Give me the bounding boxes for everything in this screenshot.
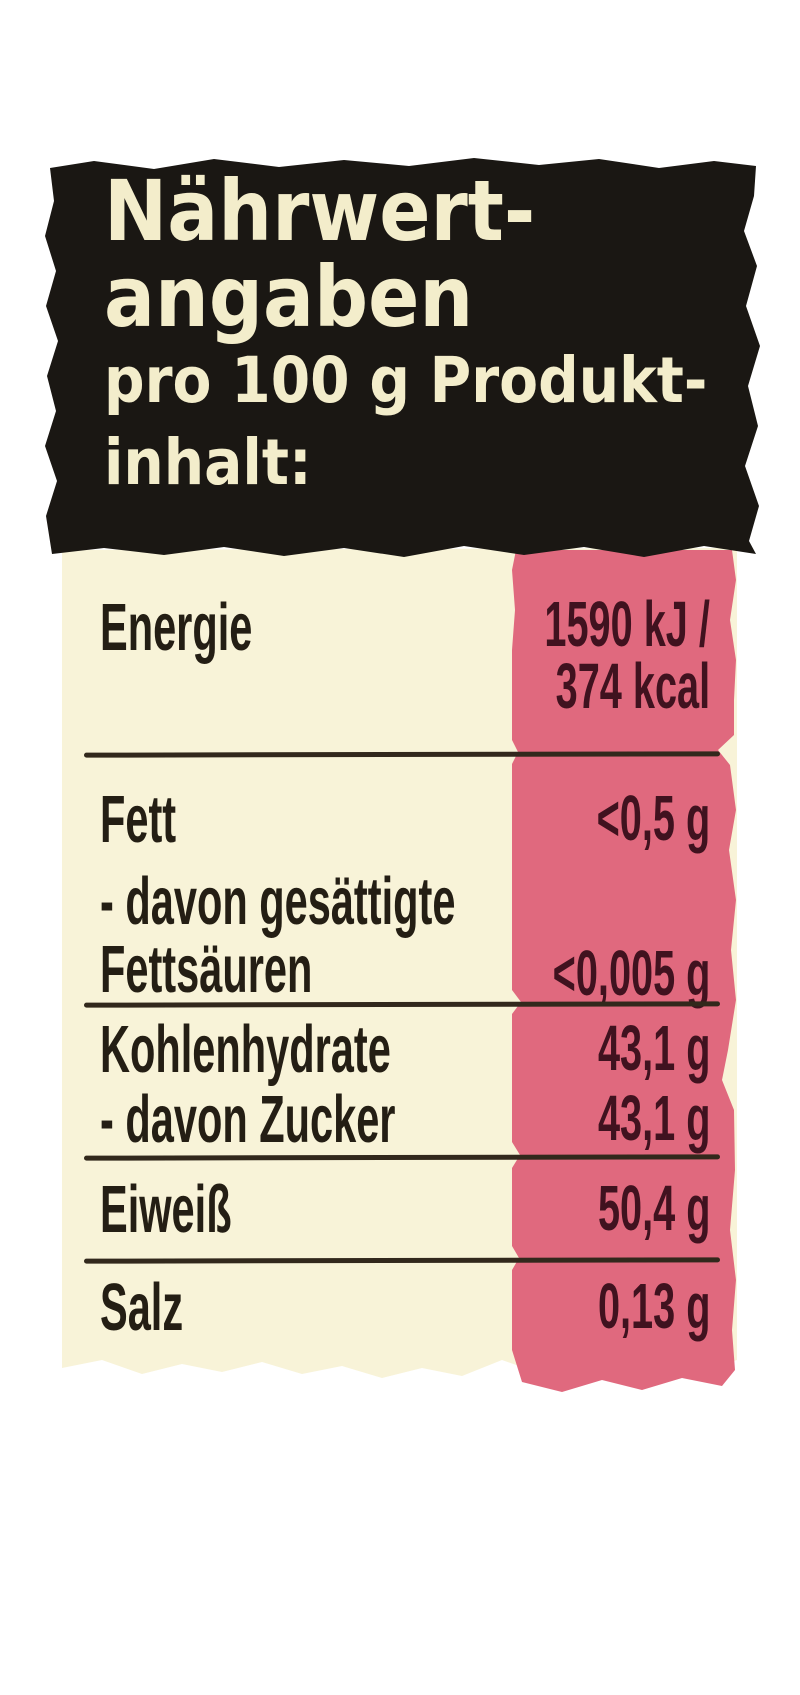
title-line-1: Nährwert- [104,162,536,260]
row-value-energie-kcal: 374 kcal [555,650,710,722]
subtitle-line-1: pro 100 g Produkt- [104,344,708,417]
subtitle-line-2: inhalt: [104,426,312,499]
row-value-salz: 0,13 g [597,1270,710,1342]
row-label-kohlenhydrate: Kohlenhydrate [100,1012,391,1087]
row-label-eiweiss: Eiweiß [100,1172,232,1247]
title-line-2: angaben [104,248,474,346]
row-value-fett: <0,5 g [596,782,710,854]
row-label-fett: Fett [100,782,177,857]
row-value-energie-kj: 1590 kJ / [544,588,710,660]
row-label-salz: Salz [100,1270,184,1345]
row-value-kohlenhydrate: 43,1 g [597,1012,710,1084]
row-value-eiweiss: 50,4 g [597,1172,710,1244]
row-label-fettsaeuren-2: Fettsäuren [100,932,313,1007]
value-column-background [512,550,736,1392]
header-block: Nährwert- angaben pro 100 g Produkt- inh… [45,158,760,557]
row-label-energie: Energie [100,590,253,665]
row-label-fettsaeuren-1: - davon gesättigte [100,864,456,939]
row-value-fettsaeuren: <0,005 g [552,937,710,1009]
row-label-zucker: - davon Zucker [100,1082,396,1157]
row-value-zucker: 43,1 g [597,1082,710,1154]
